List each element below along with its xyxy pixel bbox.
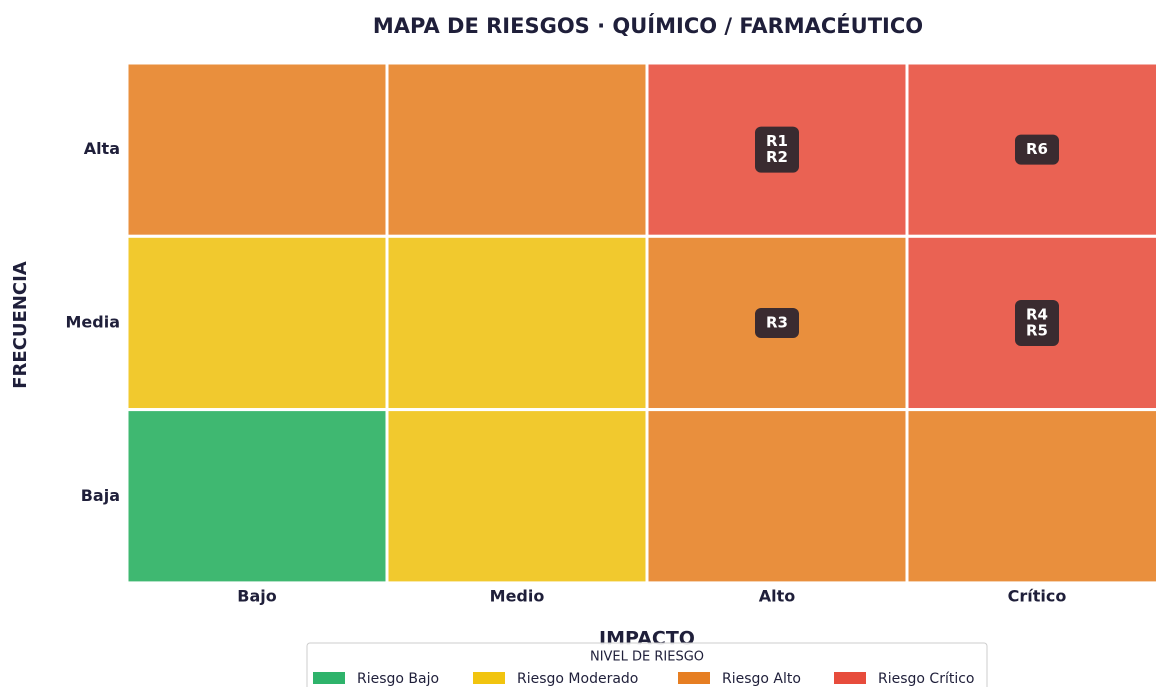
badge-box (1015, 134, 1059, 165)
y-axis-label: FRECUENCIA (10, 261, 31, 389)
risk-label: R4 (1026, 305, 1048, 323)
y-tick-label: Baja (81, 486, 120, 505)
heatmap-cell (125, 234, 389, 412)
x-tick-label: Bajo (237, 587, 276, 606)
badge-box (1015, 299, 1059, 346)
x-tick-label: Medio (490, 587, 545, 606)
legend-label: Riesgo Bajo (357, 671, 439, 687)
legend-label: Riesgo Moderado (517, 671, 638, 687)
risk-label: R5 (1026, 321, 1048, 339)
y-tick-label: Media (65, 312, 120, 331)
x-tick-label: Alto (759, 587, 796, 606)
risk-label: R2 (766, 148, 788, 166)
heatmap-cell (645, 408, 909, 585)
x-tick-label: Crítico (1008, 587, 1067, 606)
risk-label: R3 (766, 313, 788, 331)
heatmap-cell (385, 408, 649, 585)
heatmap-cell (385, 61, 649, 238)
y-tick-label: Alta (84, 139, 120, 158)
risk-label: R6 (1026, 140, 1048, 158)
risk-badge: R6 (1015, 134, 1059, 165)
heatmap-cell (905, 408, 1156, 585)
heatmap-cell (125, 408, 389, 585)
legend-swatch (313, 672, 345, 684)
legend-swatch (678, 672, 710, 684)
legend-label: Riesgo Crítico (878, 671, 975, 687)
heatmap-cell (385, 234, 649, 412)
heatmap-cell (125, 61, 389, 238)
legend-title: NIVEL DE RIESGO (590, 650, 704, 665)
legend-swatch (834, 672, 866, 684)
badge-box (755, 307, 799, 338)
risk-badge: R3 (755, 307, 799, 338)
legend-swatch (473, 672, 505, 684)
legend: NIVEL DE RIESGO Riesgo Bajo Riesgo Moderad… (306, 642, 988, 687)
risk-label: R1 (766, 132, 788, 150)
legend-label: Riesgo Alto (722, 671, 801, 687)
badge-box (755, 126, 799, 173)
chart-title: MAPA DE RIESGOS · QUÍMICO / FARMACÉUTICO (373, 13, 923, 38)
